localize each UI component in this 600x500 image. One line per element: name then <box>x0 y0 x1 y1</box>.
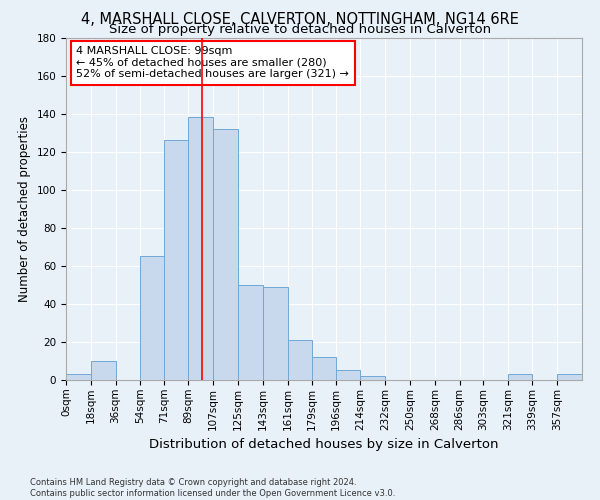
Text: Size of property relative to detached houses in Calverton: Size of property relative to detached ho… <box>109 22 491 36</box>
Bar <box>263 287 287 380</box>
Bar <box>313 357 335 380</box>
Bar <box>238 285 263 380</box>
Bar <box>164 140 188 380</box>
Bar <box>91 361 116 380</box>
X-axis label: Distribution of detached houses by size in Calverton: Distribution of detached houses by size … <box>149 438 499 451</box>
Y-axis label: Number of detached properties: Number of detached properties <box>18 116 31 302</box>
Bar <box>140 256 164 380</box>
Text: 4, MARSHALL CLOSE, CALVERTON, NOTTINGHAM, NG14 6RE: 4, MARSHALL CLOSE, CALVERTON, NOTTINGHAM… <box>81 12 519 28</box>
Bar <box>361 376 385 380</box>
Bar <box>557 374 582 380</box>
Bar <box>335 370 361 380</box>
Text: Contains HM Land Registry data © Crown copyright and database right 2024.
Contai: Contains HM Land Registry data © Crown c… <box>30 478 395 498</box>
Bar <box>188 118 213 380</box>
Bar <box>213 129 238 380</box>
Bar <box>287 340 313 380</box>
Bar <box>66 374 91 380</box>
Bar <box>508 374 532 380</box>
Text: 4 MARSHALL CLOSE: 99sqm
← 45% of detached houses are smaller (280)
52% of semi-d: 4 MARSHALL CLOSE: 99sqm ← 45% of detache… <box>76 46 349 80</box>
